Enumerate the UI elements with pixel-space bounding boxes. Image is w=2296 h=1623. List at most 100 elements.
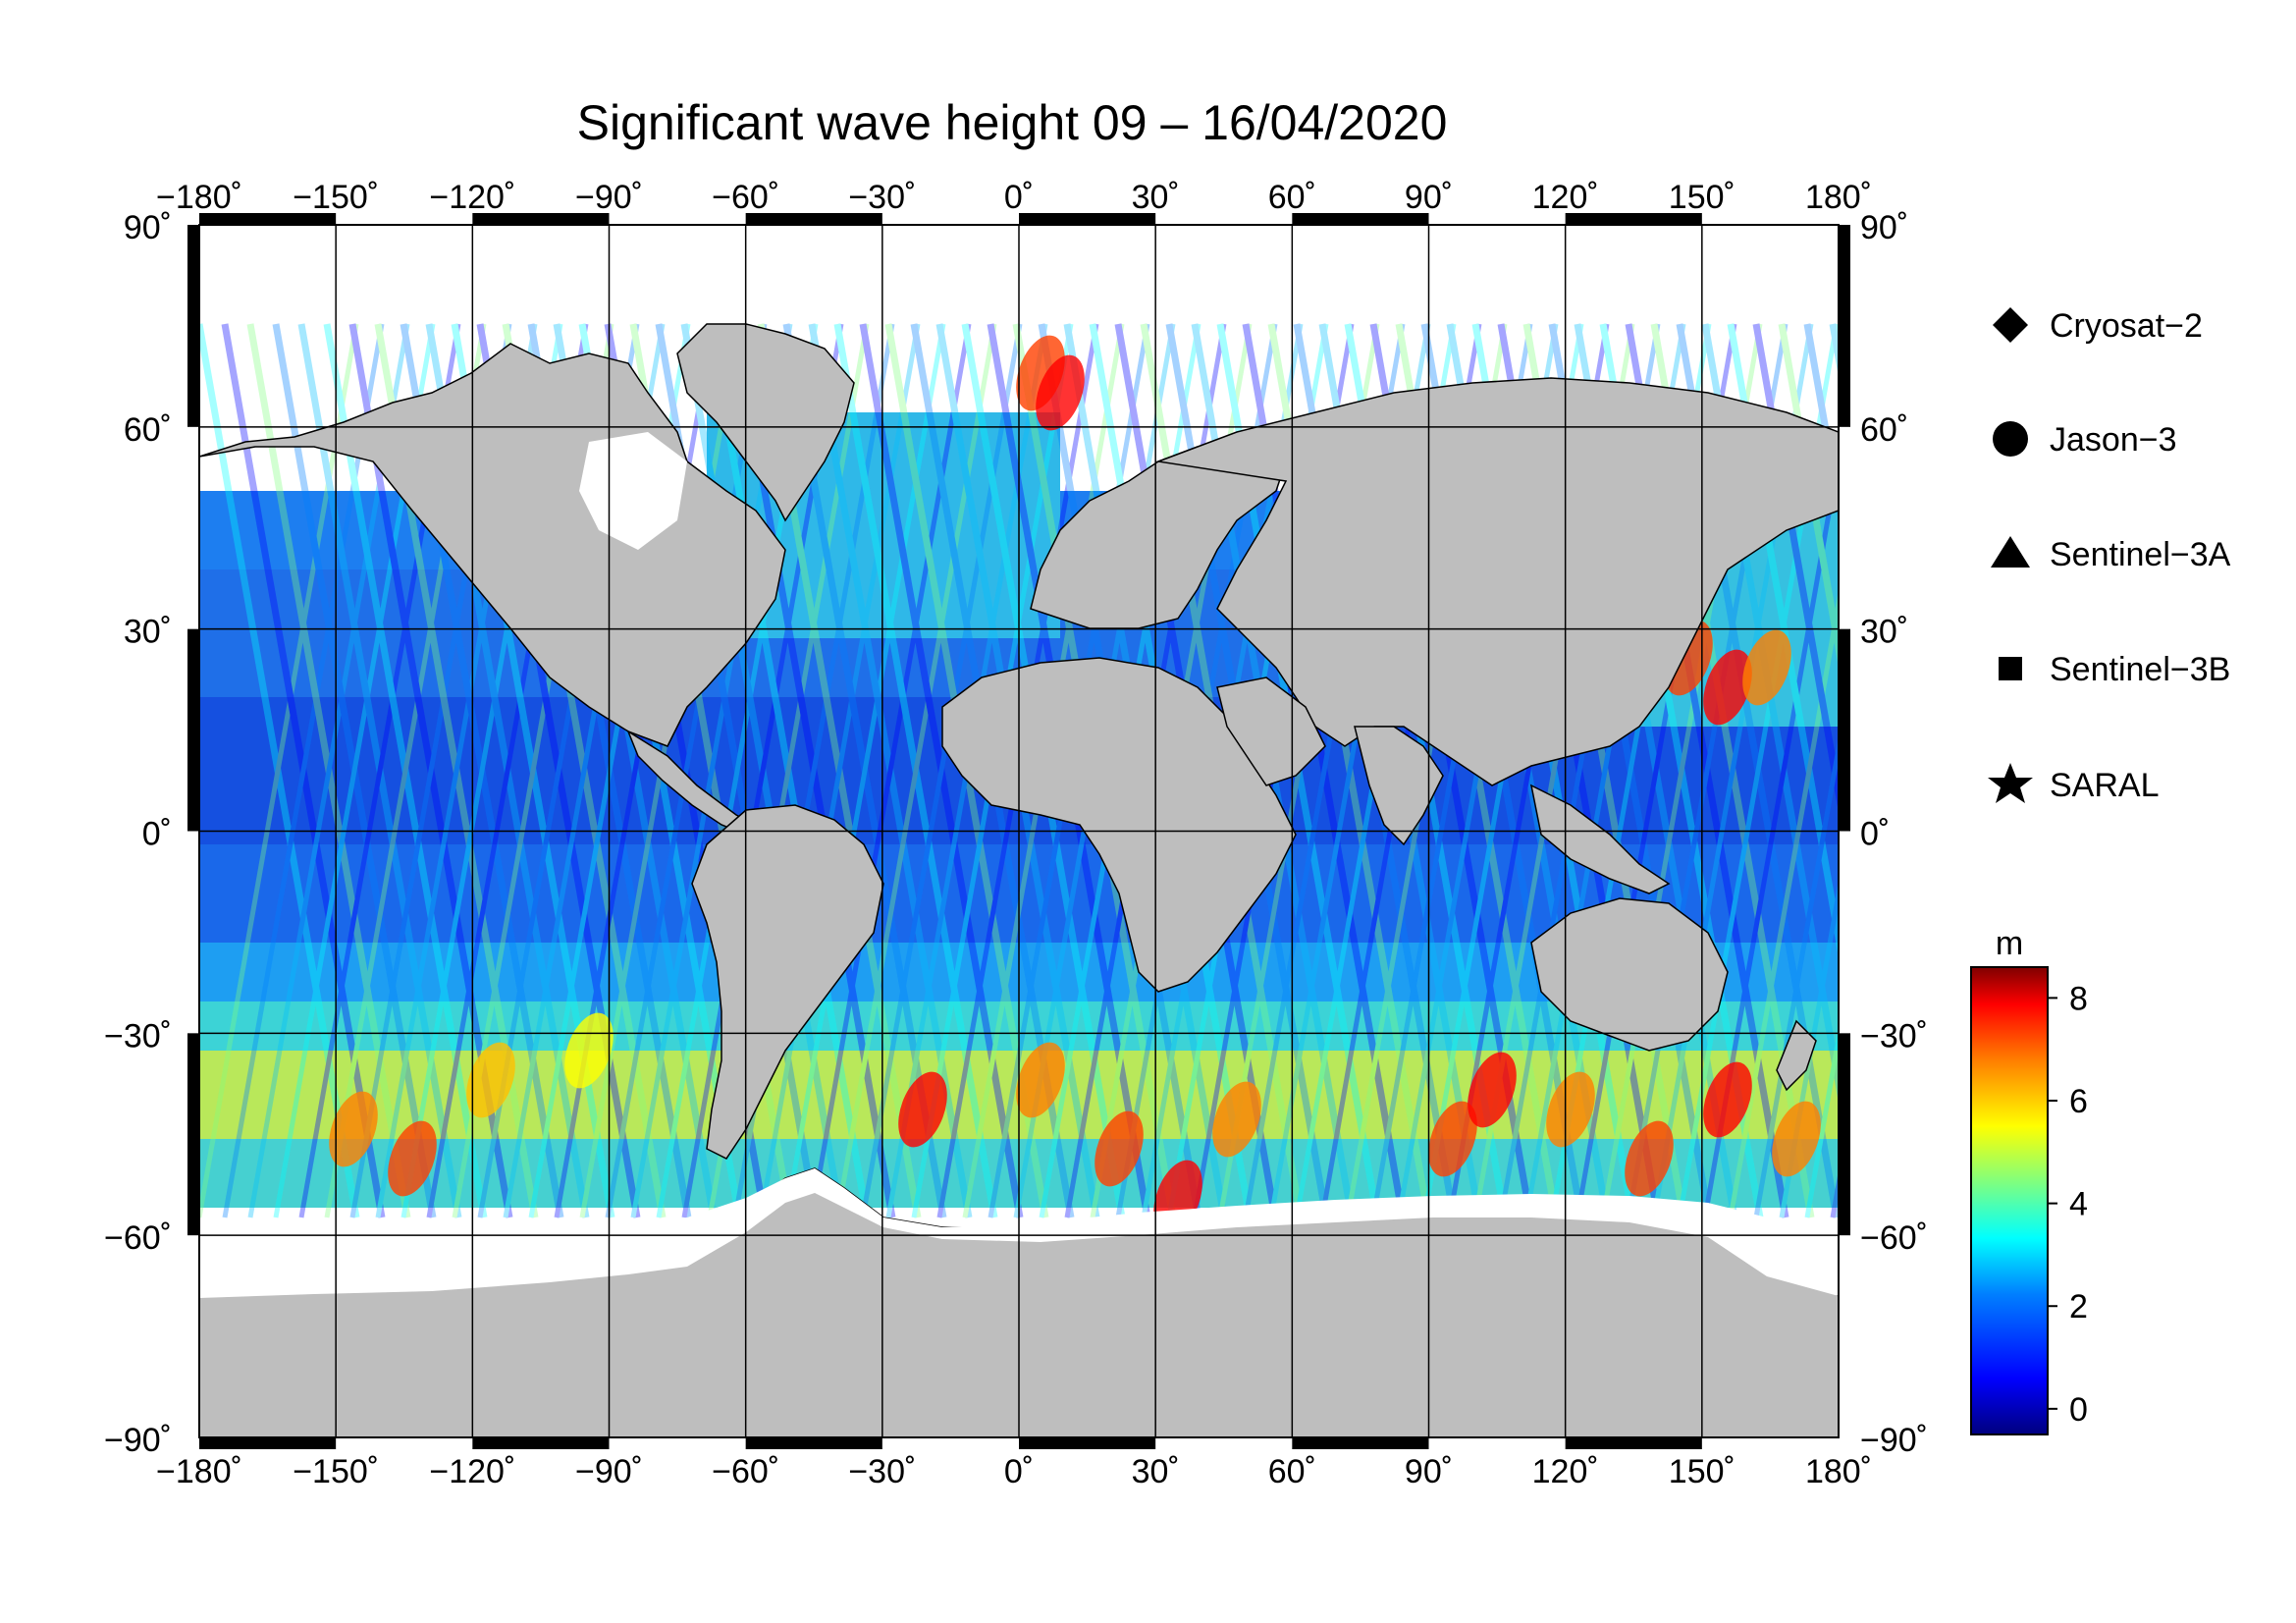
swath-streak xyxy=(859,323,1024,1218)
swath-streak xyxy=(834,323,997,1218)
longitude-labels-top: −180˚ −150˚ −120˚ −90˚ −60˚ −30˚ 0˚ 30˚ 60˚ 90˚ 12… xyxy=(156,179,1872,216)
high-wave-patch xyxy=(1742,629,1791,706)
lon-tick-label: 120˚ xyxy=(1532,179,1599,216)
lon-tick-label: 180˚ xyxy=(1805,1453,1872,1490)
lat-tick-label: −30˚ xyxy=(104,1017,172,1055)
lat-tick-label: −60˚ xyxy=(1860,1219,1928,1257)
circle-icon xyxy=(1993,421,2028,457)
lat-tick-label: −90˚ xyxy=(1860,1422,1928,1459)
lon-tick-label: −180˚ xyxy=(156,179,242,216)
lon-tick-label: −30˚ xyxy=(848,179,916,216)
lon-tick-label: 150˚ xyxy=(1669,1453,1735,1490)
swath-streak xyxy=(833,323,998,1218)
swath-streak xyxy=(199,323,359,1218)
swath-streak xyxy=(783,323,946,1218)
high-wave-patch xyxy=(1703,1061,1752,1138)
greenland-land xyxy=(676,323,855,522)
frame-check-top xyxy=(1292,213,1429,225)
lat-tick-label: 90˚ xyxy=(1860,209,1908,246)
swath-streak xyxy=(199,323,360,1218)
legend-item-sentinel3b: Sentinel−3B xyxy=(1999,651,2230,688)
frame-check-left xyxy=(187,225,199,427)
legend-label: Sentinel−3A xyxy=(2050,536,2231,573)
high-wave-patch xyxy=(1625,1120,1674,1197)
legend-item-saral: SARAL xyxy=(1988,763,2160,804)
swath-streak xyxy=(758,323,921,1218)
high-wave-patch xyxy=(1212,1081,1261,1158)
swath-streak xyxy=(247,323,410,1218)
swath-streak xyxy=(808,323,973,1218)
swath-streak xyxy=(1829,323,1839,378)
lon-tick-label: −150˚ xyxy=(293,179,379,216)
map-frame-checkerboard xyxy=(187,213,1850,1449)
frame-check-top xyxy=(199,213,337,225)
latitude-labels-left: 90˚ 60˚ 30˚ 0˚ −30˚ −60˚ −90˚ xyxy=(104,209,172,1459)
high-wave-patch xyxy=(564,1012,614,1089)
frame-check-bottom xyxy=(1565,1437,1702,1449)
swath-streak xyxy=(1779,879,1839,1218)
legend-item-jason3: Jason−3 xyxy=(1993,421,2177,459)
lon-tick-label: 0˚ xyxy=(1004,179,1034,216)
australia-land xyxy=(1530,897,1729,1052)
lat-tick-label: −60˚ xyxy=(104,1219,172,1257)
high-wave-patch xyxy=(898,1071,947,1148)
lon-tick-label: −60˚ xyxy=(712,179,779,216)
high-wave-patch xyxy=(388,1120,437,1197)
frame-check-top xyxy=(745,213,882,225)
high-wave-patch xyxy=(466,1042,515,1118)
high-wave-patch xyxy=(329,1091,378,1167)
latitude-labels-right: 90˚ 60˚ 30˚ 0˚ −30˚ −60˚ −90˚ xyxy=(1860,209,1928,1459)
high-wave-patch xyxy=(1428,1101,1477,1177)
lon-tick-label: 0˚ xyxy=(1004,1453,1034,1490)
hudson-bay-ice xyxy=(579,432,687,550)
diamond-icon xyxy=(1993,307,2028,343)
lon-tick-label: −180˚ xyxy=(156,1453,242,1490)
high-wave-patches xyxy=(329,335,1821,1236)
swath-streak xyxy=(1830,1169,1839,1218)
lon-tick-label: 60˚ xyxy=(1268,1453,1316,1490)
colorbar-tick-label: 2 xyxy=(2069,1288,2088,1325)
lat-tick-label: −90˚ xyxy=(104,1422,172,1459)
swath-streak xyxy=(323,323,488,1218)
lat-tick-label: 30˚ xyxy=(124,614,172,651)
high-wave-patch xyxy=(1772,1101,1821,1177)
africa-land xyxy=(941,657,1297,993)
legend-label: SARAL xyxy=(2050,767,2160,804)
colorbar-gradient xyxy=(1970,966,2049,1435)
frame-check-right xyxy=(1839,1033,1850,1236)
lat-tick-label: 90˚ xyxy=(124,209,172,246)
colorbar-ticks: 8 6 4 2 0 xyxy=(2048,980,2088,1429)
frame-check-right xyxy=(1839,628,1850,832)
swath-streak xyxy=(272,323,437,1218)
frame-check-top xyxy=(472,213,610,225)
swath-streak xyxy=(706,323,871,1218)
lat-tick-label: 30˚ xyxy=(1860,614,1908,651)
swath-streak xyxy=(1728,588,1839,1218)
legend-label: Cryosat−2 xyxy=(2050,307,2203,345)
high-wave-patch xyxy=(1703,649,1752,726)
lon-tick-label: −90˚ xyxy=(575,179,643,216)
triangle-icon xyxy=(1991,536,2030,568)
frame-check-bottom xyxy=(472,1437,610,1449)
lon-tick-label: 90˚ xyxy=(1405,179,1453,216)
lon-tick-label: −120˚ xyxy=(429,179,515,216)
lat-tick-label: 0˚ xyxy=(1860,816,1890,853)
lat-tick-label: −30˚ xyxy=(1860,1017,1928,1055)
lat-tick-label: 60˚ xyxy=(1860,411,1908,449)
satellite-legend: Cryosat−2 Jason−3 Sentinel−3A Sentinel−3… xyxy=(1988,307,2231,804)
lon-tick-label: 90˚ xyxy=(1405,1453,1453,1490)
lon-tick-label: 180˚ xyxy=(1805,179,1872,216)
swath-streak xyxy=(222,323,385,1218)
lon-tick-label: −30˚ xyxy=(848,1453,916,1490)
legend-label: Sentinel−3B xyxy=(2050,651,2230,688)
map-title: Significant wave height 09 – 16/04/2020 xyxy=(577,95,1448,150)
lon-tick-label: 150˚ xyxy=(1669,179,1735,216)
lon-tick-label: −90˚ xyxy=(575,1453,643,1490)
new-zealand-land xyxy=(1776,1019,1817,1092)
colorbar-tick-label: 6 xyxy=(2069,1083,2088,1120)
colorbar-tick-label: 0 xyxy=(2069,1391,2088,1429)
frame-check-left xyxy=(187,1033,199,1236)
square-icon xyxy=(1999,657,2022,680)
asia-land xyxy=(1155,377,1839,786)
